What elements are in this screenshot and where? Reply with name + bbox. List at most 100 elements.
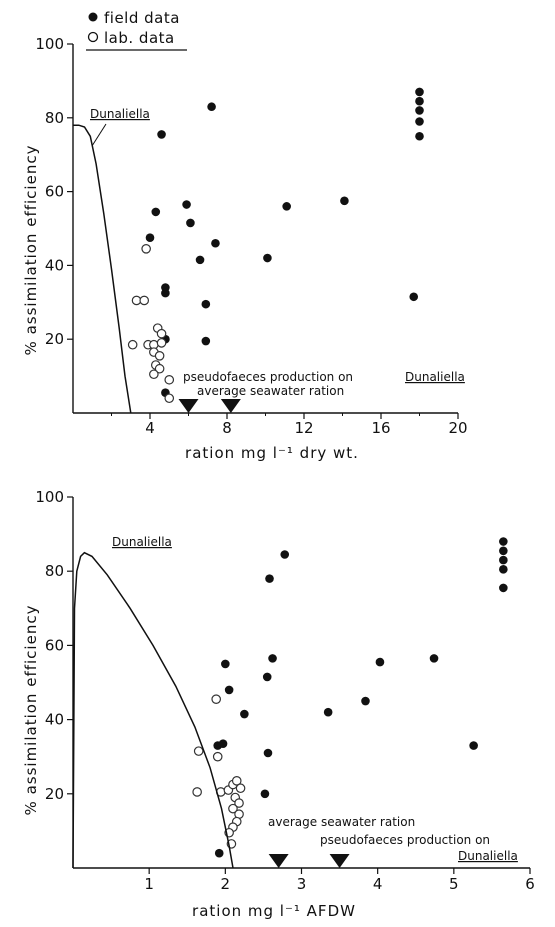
dunaliella-curve-label: Dunaliella — [112, 535, 172, 549]
point-field-data — [218, 739, 228, 749]
point-lab-data — [164, 393, 175, 404]
x-axis-label: ration mg l⁻¹ dry wt. — [185, 444, 359, 462]
point-field-data — [161, 288, 170, 298]
point-field-data — [323, 707, 333, 717]
y-tick-label: 60 — [45, 183, 64, 201]
point-field-data — [409, 292, 419, 302]
point-field-data — [263, 253, 272, 263]
point-field-data — [260, 789, 270, 799]
pseudofaeces-note: pseudofaeces production on — [183, 370, 353, 384]
y-tick-label: 100 — [35, 488, 64, 506]
y-tick-label: 40 — [45, 256, 64, 274]
pseudofaeces-note-species: Dunaliella — [458, 849, 518, 863]
point-field-data — [499, 583, 508, 593]
point-field-data — [499, 565, 508, 574]
point-field-data — [207, 102, 216, 112]
arrow-marker — [178, 399, 199, 413]
arrow-marker — [329, 854, 350, 868]
point-lab-data — [193, 746, 204, 756]
y-tick-label: 40 — [45, 711, 64, 729]
seawater-note: average seawater ration — [197, 384, 344, 398]
x-tick-label: 16 — [371, 419, 390, 437]
point-lab-data — [127, 339, 138, 350]
point-lab-data — [154, 351, 165, 361]
x-tick-label: 6 — [525, 875, 535, 893]
x-tick-label: 3 — [297, 875, 307, 893]
x-tick-label: 5 — [449, 875, 459, 893]
chart-top: field data lab. data % assimilation effi… — [22, 9, 468, 462]
point-field-data — [268, 654, 277, 663]
point-lab-data — [141, 243, 151, 254]
point-field-data — [262, 672, 272, 682]
x-tick-label: 8 — [222, 419, 232, 437]
arrow-marker — [268, 854, 289, 868]
x-tick-label: 4 — [145, 419, 155, 437]
point-lab-data — [139, 295, 150, 306]
point-field-data — [186, 218, 195, 228]
point-field-data — [263, 748, 273, 758]
dunaliella-leader-line — [91, 123, 107, 147]
legend-marker-field — [88, 12, 98, 22]
point-field-data — [415, 87, 424, 97]
point-lab-data — [212, 751, 223, 762]
y-tick-label: 20 — [45, 330, 64, 348]
point-field-data — [201, 299, 211, 309]
y-axis-label: % assimilation efficiency — [22, 605, 40, 816]
point-field-data — [280, 550, 290, 559]
point-field-data — [499, 537, 508, 546]
point-field-data — [415, 117, 424, 126]
legend-label-lab: lab. data — [104, 29, 175, 47]
point-field-data — [340, 196, 349, 206]
point-field-data — [415, 106, 424, 115]
dunaliella-curve — [72, 551, 234, 869]
point-lab-data — [156, 338, 167, 348]
point-field-data — [157, 130, 166, 139]
y-tick-label: 20 — [45, 785, 64, 803]
point-lab-data — [228, 803, 238, 814]
x-axis-label: ration mg l⁻¹ AFDW — [192, 902, 356, 920]
y-tick-label: 60 — [45, 636, 64, 654]
point-field-data — [499, 546, 508, 556]
dunaliella-curve — [73, 124, 132, 414]
point-field-data — [429, 654, 439, 663]
x-tick-label: 2 — [221, 875, 231, 893]
seawater-note: average seawater ration — [268, 815, 415, 829]
x-tick-label: 1 — [144, 875, 154, 893]
pseudofaeces-note: pseudofaeces production on — [320, 833, 490, 847]
y-tick-label: 80 — [45, 562, 64, 580]
pseudofaeces-note-species: Dunaliella — [405, 370, 465, 384]
point-field-data — [211, 238, 220, 248]
point-field-data — [375, 657, 385, 667]
x-tick-label: 12 — [294, 419, 313, 437]
legend-marker-lab — [87, 31, 99, 43]
point-field-data — [361, 696, 370, 706]
point-lab-data — [231, 776, 242, 786]
point-field-data — [265, 574, 274, 583]
point-field-data — [282, 202, 291, 211]
point-field-data — [195, 255, 205, 265]
point-lab-data — [211, 694, 221, 704]
point-field-data — [240, 709, 249, 719]
point-field-data — [499, 555, 508, 565]
point-lab-data — [149, 369, 159, 380]
point-lab-data — [164, 374, 175, 385]
point-field-data — [151, 207, 161, 217]
y-tick-label: 80 — [45, 109, 64, 127]
x-tick-label: 4 — [373, 875, 383, 893]
point-field-data — [221, 659, 230, 669]
y-axis-label: % assimilation efficiency — [22, 145, 40, 356]
point-lab-data — [235, 783, 246, 794]
point-field-data — [214, 848, 224, 858]
point-field-data — [201, 336, 211, 346]
point-field-data — [145, 233, 155, 243]
point-lab-data — [156, 328, 167, 339]
dunaliella-curve-label: Dunaliella — [90, 107, 150, 121]
legend-label-field: field data — [104, 9, 180, 27]
y-tick-label: 100 — [35, 35, 64, 53]
point-field-data — [469, 741, 478, 750]
point-lab-data — [192, 787, 202, 797]
point-field-data — [415, 96, 424, 106]
point-lab-data — [154, 363, 165, 374]
